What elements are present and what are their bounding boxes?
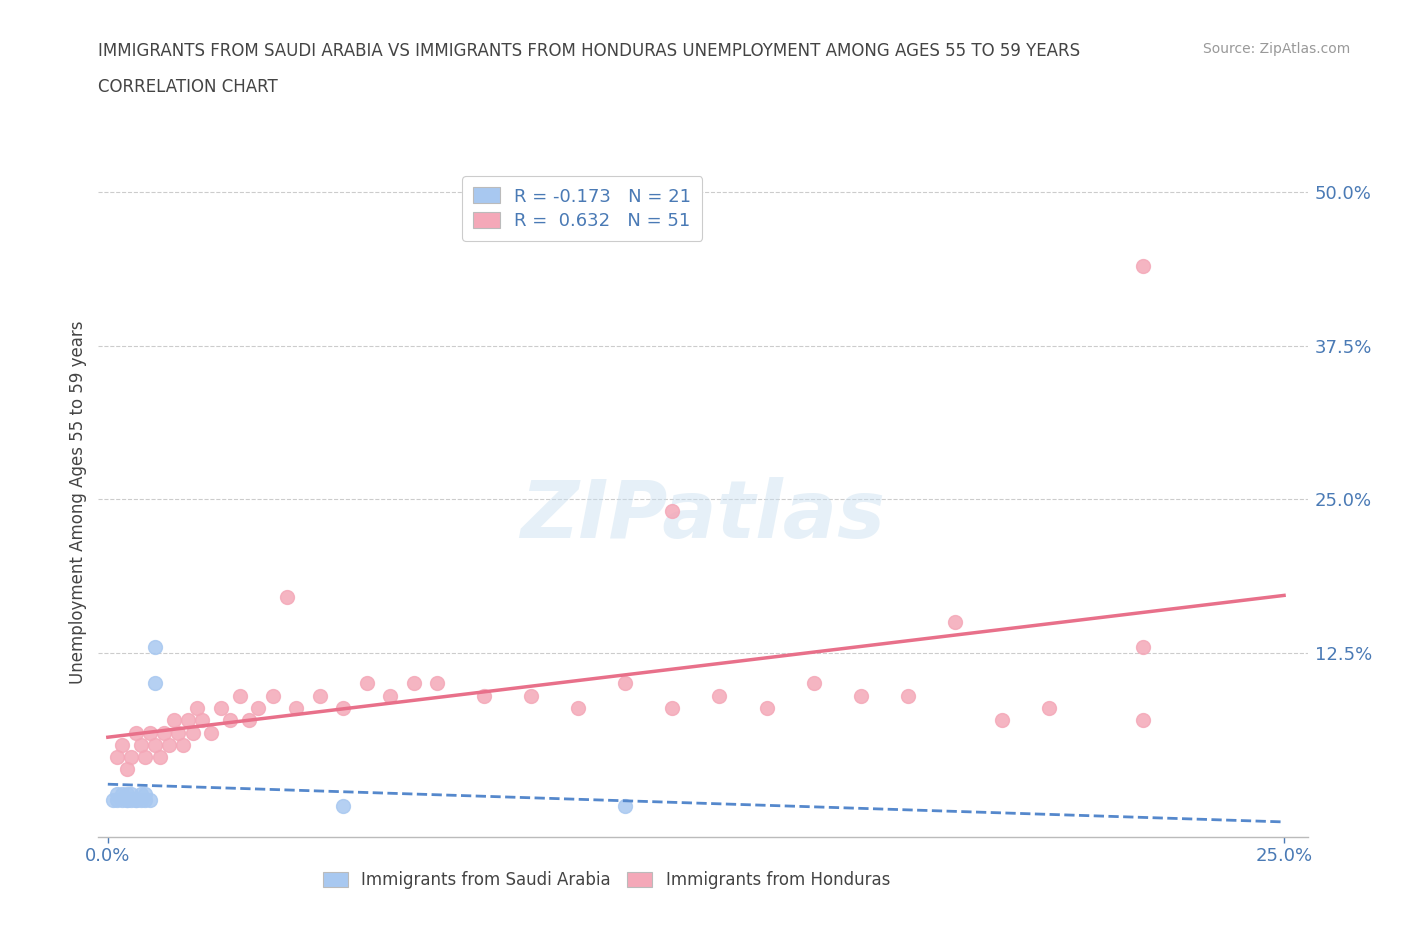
Text: Source: ZipAtlas.com: Source: ZipAtlas.com xyxy=(1202,42,1350,56)
Point xyxy=(520,688,543,703)
Point xyxy=(177,712,200,727)
Point xyxy=(111,792,134,807)
Point xyxy=(661,504,683,519)
Point xyxy=(105,792,128,807)
Point xyxy=(120,792,142,807)
Point xyxy=(378,688,401,703)
Point xyxy=(115,762,138,777)
Point xyxy=(1038,700,1060,715)
Point xyxy=(163,712,186,727)
Point xyxy=(134,787,156,802)
Point xyxy=(134,792,156,807)
Point xyxy=(149,750,172,764)
Point xyxy=(238,712,260,727)
Point xyxy=(943,615,966,630)
Point xyxy=(134,750,156,764)
Point xyxy=(115,792,138,807)
Point xyxy=(101,792,124,807)
Point xyxy=(1132,639,1154,654)
Point xyxy=(143,676,166,691)
Point xyxy=(181,725,204,740)
Point xyxy=(143,737,166,752)
Point xyxy=(111,737,134,752)
Point xyxy=(219,712,242,727)
Point xyxy=(803,676,825,691)
Point xyxy=(186,700,208,715)
Point xyxy=(125,725,148,740)
Point xyxy=(125,792,148,807)
Point xyxy=(426,676,449,691)
Point xyxy=(990,712,1012,727)
Point xyxy=(129,787,152,802)
Point xyxy=(191,712,214,727)
Point xyxy=(276,590,298,604)
Y-axis label: Unemployment Among Ages 55 to 59 years: Unemployment Among Ages 55 to 59 years xyxy=(69,321,87,684)
Point xyxy=(332,799,354,814)
Point xyxy=(143,639,166,654)
Point xyxy=(262,688,284,703)
Point xyxy=(849,688,872,703)
Point xyxy=(105,750,128,764)
Point xyxy=(172,737,194,752)
Point xyxy=(755,700,778,715)
Point xyxy=(157,737,180,752)
Point xyxy=(167,725,190,740)
Point xyxy=(614,799,637,814)
Point xyxy=(209,700,232,715)
Point xyxy=(402,676,425,691)
Point xyxy=(356,676,378,691)
Point xyxy=(139,792,162,807)
Point xyxy=(228,688,250,703)
Point xyxy=(115,792,138,807)
Point xyxy=(105,787,128,802)
Point xyxy=(709,688,731,703)
Point xyxy=(285,700,308,715)
Point xyxy=(567,700,589,715)
Point xyxy=(120,750,142,764)
Point xyxy=(1132,712,1154,727)
Point xyxy=(115,787,138,802)
Point xyxy=(308,688,330,703)
Point xyxy=(661,700,683,715)
Point xyxy=(129,792,152,807)
Point xyxy=(614,676,637,691)
Point xyxy=(1132,259,1154,273)
Point xyxy=(129,737,152,752)
Point xyxy=(111,787,134,802)
Text: CORRELATION CHART: CORRELATION CHART xyxy=(98,78,278,96)
Point xyxy=(897,688,920,703)
Point xyxy=(153,725,176,740)
Legend: Immigrants from Saudi Arabia, Immigrants from Honduras: Immigrants from Saudi Arabia, Immigrants… xyxy=(316,864,897,896)
Point xyxy=(125,792,148,807)
Point xyxy=(332,700,354,715)
Point xyxy=(200,725,222,740)
Text: IMMIGRANTS FROM SAUDI ARABIA VS IMMIGRANTS FROM HONDURAS UNEMPLOYMENT AMONG AGES: IMMIGRANTS FROM SAUDI ARABIA VS IMMIGRAN… xyxy=(98,42,1081,60)
Point xyxy=(120,787,142,802)
Point xyxy=(139,725,162,740)
Point xyxy=(472,688,495,703)
Point xyxy=(247,700,270,715)
Text: ZIPatlas: ZIPatlas xyxy=(520,476,886,554)
